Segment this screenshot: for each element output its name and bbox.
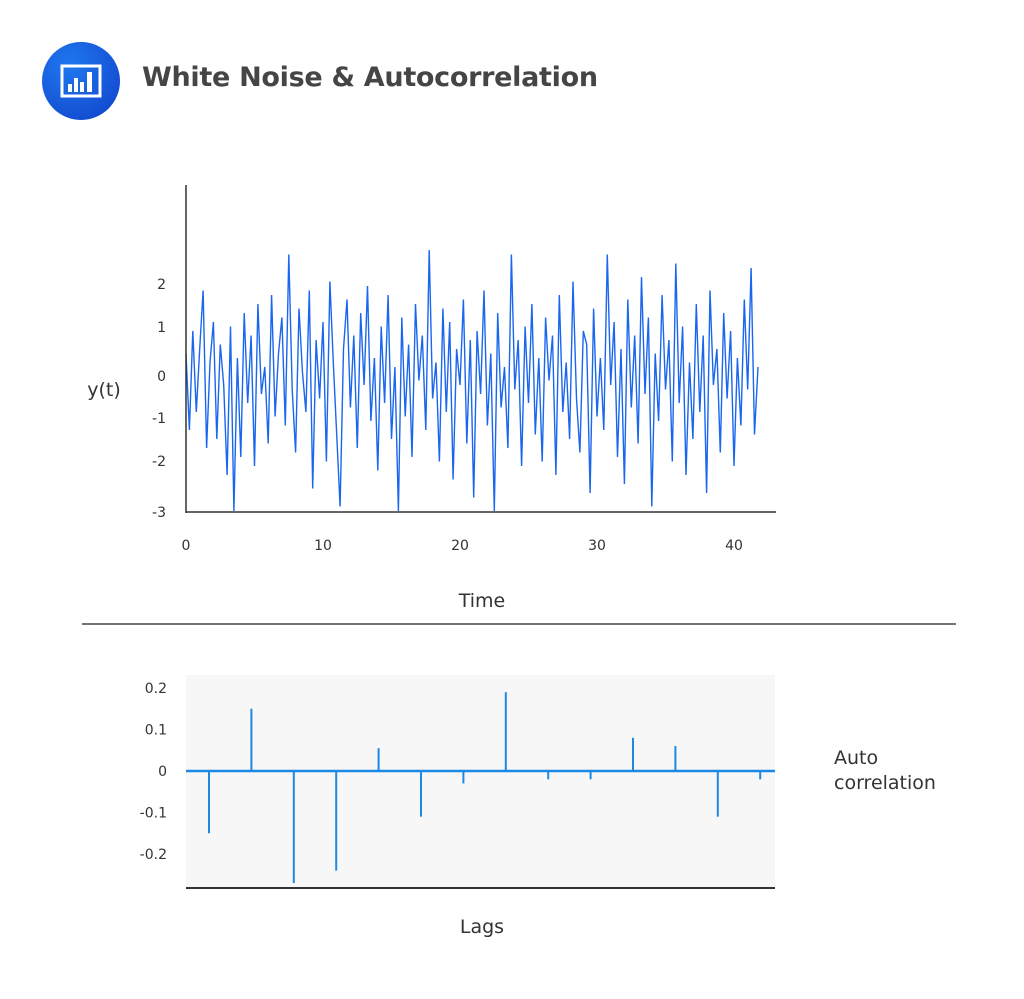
y-tick-label: 1 [157,320,166,336]
x-tick-label: 30 [588,538,606,554]
bar-chart-icon [42,42,120,120]
plot-background [186,675,775,887]
y-axis-label-line1: Auto [834,747,878,769]
x-tick-label: 40 [725,538,743,554]
x-axis-label: Lags [460,916,504,938]
acf-chart: 0.2 0.1 0 -0.1 -0.2 Lags Auto correlation [140,675,936,938]
bar-chart-glyph [60,64,102,98]
y-tick-label: 0.2 [145,681,167,697]
y-tick-label: 0.1 [145,723,167,739]
x-tick-label: 10 [314,538,332,554]
y-tick-label: 2 [157,277,166,293]
y-tick-label: -0.1 [140,806,167,822]
x-tick-label: 20 [451,538,469,554]
y-tick-label: 0 [157,369,166,385]
page-title: White Noise & Autocorrelation [142,62,598,93]
y-axis-label-line2: correlation [834,772,936,794]
x-tick-label: 0 [182,538,191,554]
x-axis-label: Time [458,590,506,612]
noise-series-line [185,249,759,512]
y-axis-label: y(t) [87,379,121,401]
y-tick-label: -2 [152,454,166,470]
y-tick-label: 0 [158,764,167,780]
noise-chart: 210-1-2-30 10 20 30 40y(t)Time [87,185,776,612]
y-tick-label: -3 [152,505,166,521]
y-tick-label: -1 [152,411,166,427]
y-tick-label: -0.2 [140,847,167,863]
